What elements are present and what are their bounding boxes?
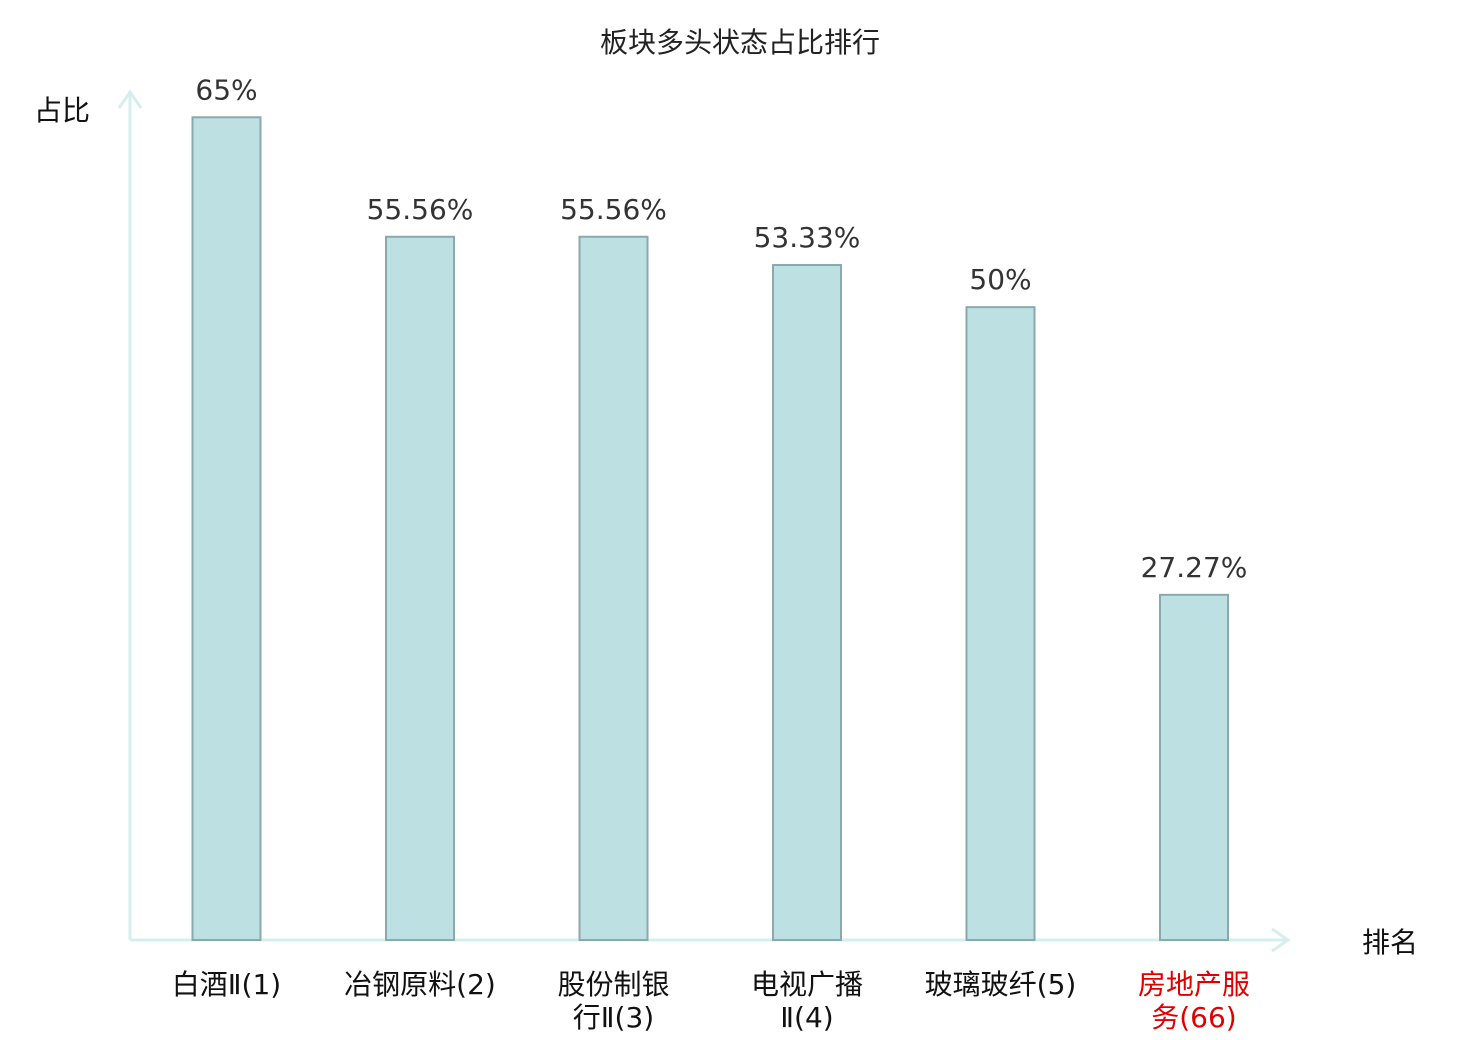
- value-label-1: 65%: [195, 73, 257, 106]
- value-label-5: 50%: [969, 263, 1031, 296]
- value-label-3: 55.56%: [560, 193, 667, 226]
- bar-3: [578, 235, 649, 941]
- value-label-6: 27.27%: [1141, 551, 1248, 584]
- x-axis: 排名: [130, 926, 1418, 959]
- category-label-2: 冶钢原料(2): [344, 968, 496, 1001]
- category-label-4-line-1: 电视广播: [751, 968, 863, 1001]
- category-label-6-line-2: 务(66): [1151, 1001, 1236, 1034]
- category-label-3-line-1: 股份制银: [557, 968, 669, 1001]
- bar-4: [772, 263, 842, 941]
- bar-6: [1159, 593, 1229, 941]
- category-label-1: 白酒Ⅱ(1): [172, 968, 281, 1001]
- value-labels-group: 65% 55.56% 55.56% 53.33% 50% 27.27%: [195, 73, 1247, 584]
- bar-2: [385, 235, 455, 941]
- chart-title: 板块多头状态占比排行: [600, 26, 880, 59]
- value-label-2: 55.56%: [367, 193, 474, 226]
- bar-5: [965, 306, 1036, 941]
- bars-group: [191, 116, 1229, 942]
- bar-1: [191, 116, 262, 942]
- x-axis-label: 排名: [1362, 926, 1418, 959]
- x-axis-arrow: [1271, 927, 1291, 953]
- y-axis-label: 占比: [34, 94, 90, 127]
- category-label-6-line-1: 房地产服: [1138, 968, 1250, 1001]
- category-label-5: 玻璃玻纤(5): [925, 968, 1077, 1001]
- value-label-4: 53.33%: [754, 221, 861, 254]
- category-label-3-line-2: 行Ⅱ(3): [573, 1001, 654, 1034]
- y-axis-arrow: [117, 89, 143, 109]
- category-label-4-line-2: Ⅱ(4): [780, 1001, 833, 1034]
- y-axis: 占比: [34, 89, 143, 940]
